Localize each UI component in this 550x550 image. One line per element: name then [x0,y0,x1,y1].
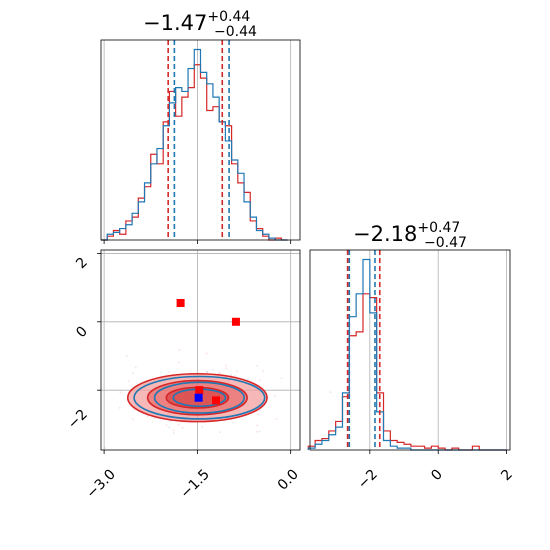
axes-frame [100,39,301,241]
blue-contour [153,381,245,414]
x-tick-label: −3.0 [83,467,118,502]
sample-point [131,372,134,375]
blue-contour [133,375,266,420]
sample-point [256,413,259,416]
sample-point [134,366,137,369]
param1-title-lower: −0.44 [214,24,257,40]
sample-point [131,418,134,421]
sample-point [206,371,209,374]
sample-point [125,354,128,357]
sample-point [275,418,278,421]
sample-point [225,367,228,370]
param1-title-upper: +0.44 [207,9,250,25]
sample-point [170,420,173,423]
x-tick-label: −1.5 [177,467,212,502]
sample-point [172,432,175,435]
truth-marker [194,393,203,402]
sample-point [201,425,204,428]
x-tick-label: 2 [498,467,516,485]
histogram-series [101,64,288,241]
sample-point [247,378,250,381]
sample-point [205,352,208,355]
y-tick-label: 2 [73,255,91,273]
joint-x-ticklabels: −3.0 −1.5 0.0 [83,467,301,502]
param2-title-value: −2.18 [353,222,417,246]
x-tick-label: −2 [355,467,381,493]
x-tick-label: 0.0 [275,467,302,494]
param2-x-ticklabels: −2 0 2 [355,467,516,493]
sample-point [181,426,184,429]
sample-point [258,430,261,433]
y-tick-label: 0 [73,324,91,342]
param1-title-value: −1.47 [143,11,207,35]
sample-point [218,431,221,434]
truth-marker [212,396,221,405]
sample-point [234,374,237,377]
sample-point [168,370,171,373]
sample-point [165,424,168,427]
histogram-series [101,48,288,241]
sample-point [168,426,171,429]
sample-point [256,424,259,427]
sample-point [172,429,175,432]
x-tick-label: 0 [428,467,446,485]
sample-point [177,423,180,426]
sample-point [212,368,215,371]
sample-point [178,349,181,352]
sample-point [160,371,163,374]
sample-point [258,379,261,382]
param2-title-upper: +0.47 [417,220,460,236]
sample-point [103,446,106,449]
sample-point [262,370,265,373]
sample-point [218,372,221,375]
sample-point [329,391,332,394]
sample-point [225,364,228,367]
sample-point [119,391,122,394]
axes-frame [309,249,511,451]
axes-frame [100,249,301,451]
joint-y-ticklabels: −2 0 2 [65,255,91,433]
sample-point [153,417,156,420]
sample-point [205,370,208,373]
y-tick-label: −2 [65,407,91,433]
sample-point [230,373,233,376]
param2-marginal-panel [307,249,511,454]
sample-point [274,395,277,398]
truth-marker [176,298,185,307]
sample-point [146,415,149,418]
truth-marker [231,317,240,326]
param2-title: −2.18+0.47 [353,220,460,246]
param1-title: −1.47+0.44 [143,9,250,35]
param1-marginal-panel [100,39,301,244]
sample-point [235,370,238,373]
sample-point [177,361,180,364]
joint-2d-panel [97,249,332,454]
truth-marker [195,386,204,395]
sample-point [127,380,130,383]
sample-point [118,406,121,409]
sample-point [280,377,283,380]
sample-point [218,371,221,374]
sample-point [256,364,259,367]
sample-point [255,430,258,433]
param2-title-lower: −0.47 [424,235,467,251]
